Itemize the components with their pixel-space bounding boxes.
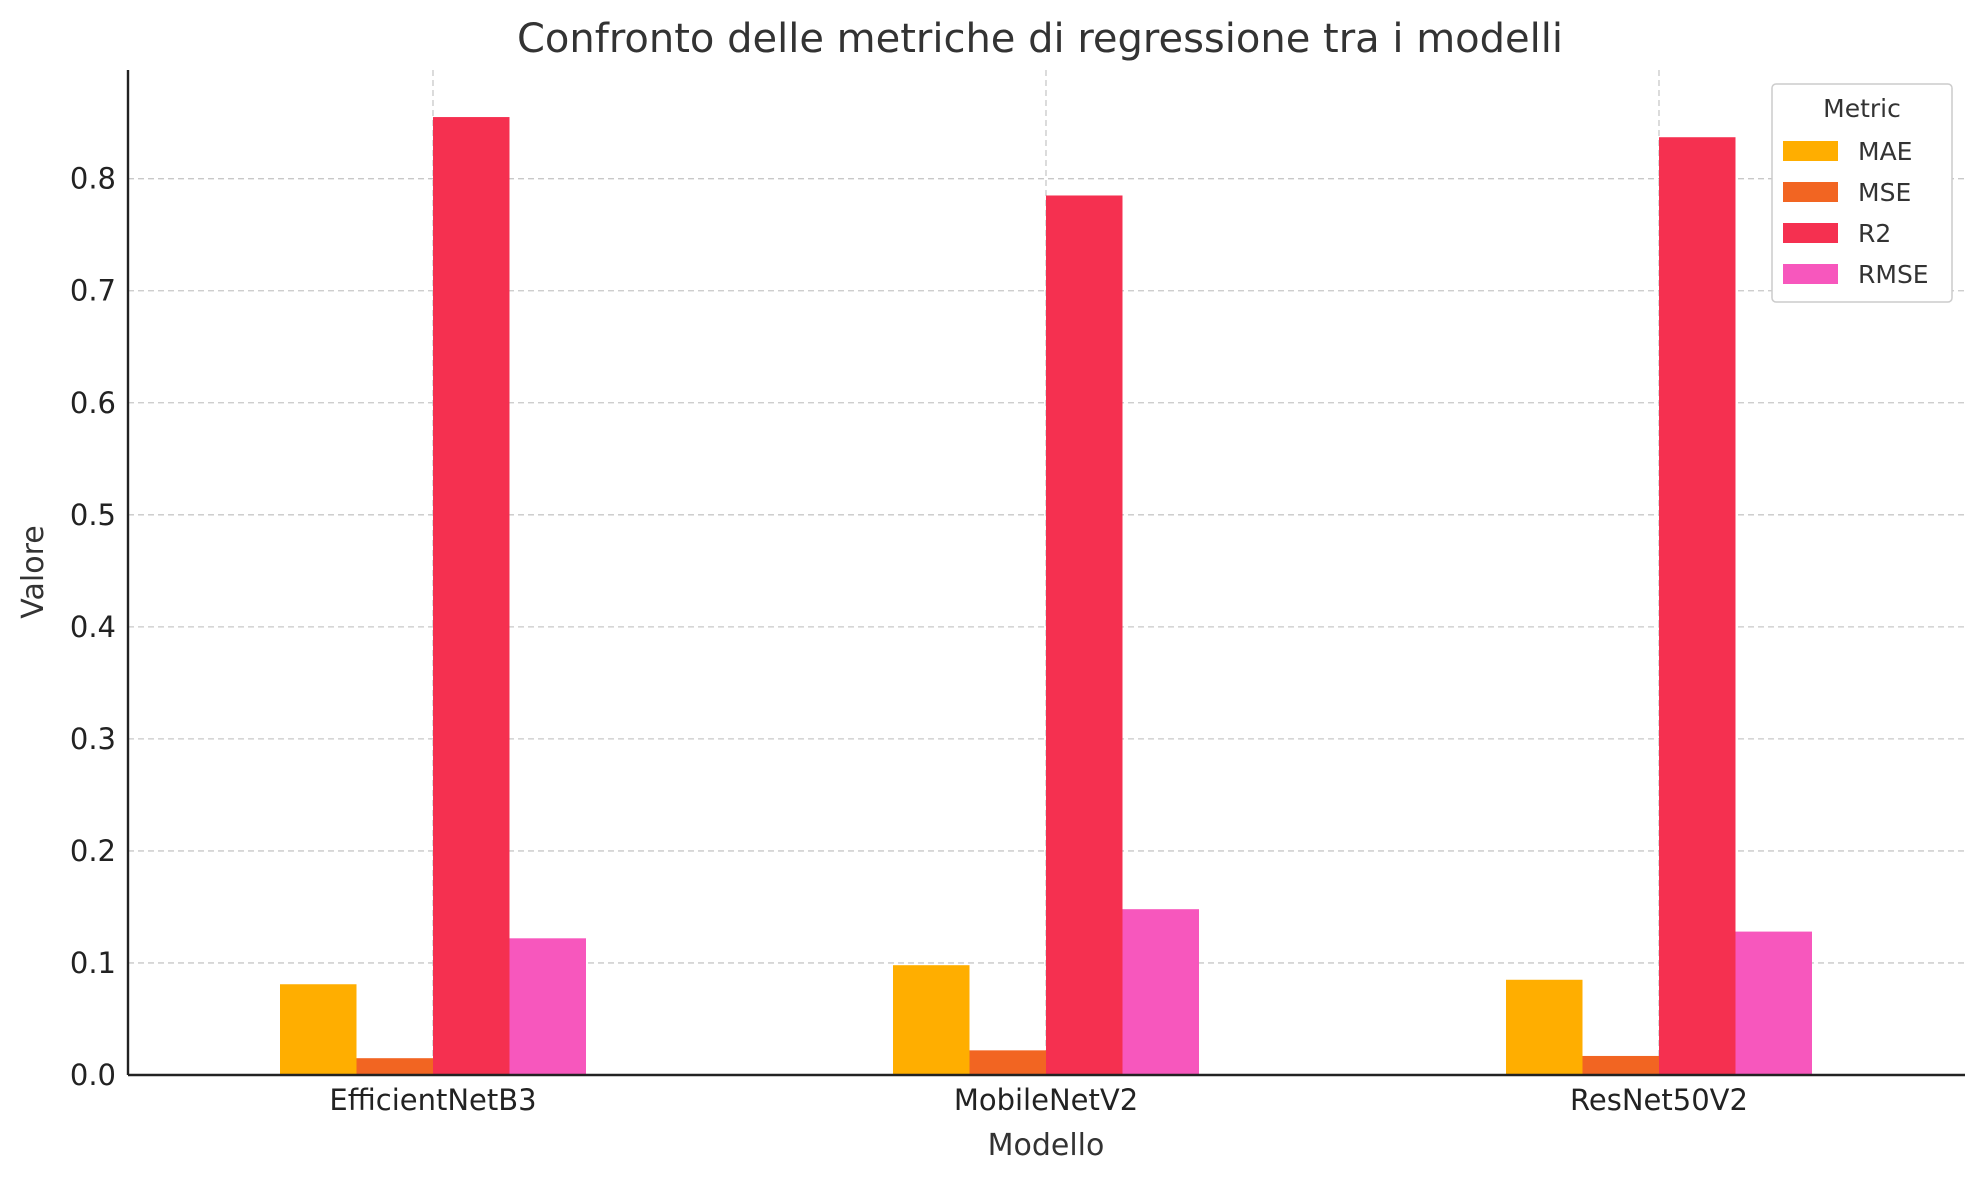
y-axis-label: Valore xyxy=(16,525,51,618)
bar-mse-resnet50v2 xyxy=(1582,1055,1659,1075)
legend-label-mse: MSE xyxy=(1858,178,1911,207)
bar-rmse-mobilenetv2 xyxy=(1122,909,1199,1075)
legend-title: Metric xyxy=(1823,94,1901,123)
legend-label-rmse: RMSE xyxy=(1858,260,1929,289)
legend-label-mae: MAE xyxy=(1858,137,1912,166)
y-tick-label: 0.6 xyxy=(70,386,116,420)
y-tick-label: 0.4 xyxy=(70,610,116,644)
x-tick-labels: EfficientNetB3 MobileNetV2 ResNet50V2 xyxy=(329,1083,1748,1117)
legend-label-r2: R2 xyxy=(1858,219,1891,248)
bar-r2-efficientnetb3 xyxy=(433,117,510,1075)
y-tick-labels: 0.0 0.1 0.2 0.3 0.4 0.5 0.6 0.7 0.8 xyxy=(70,162,116,1092)
y-tick-label: 0.8 xyxy=(70,162,116,196)
y-tick-label: 0.2 xyxy=(70,834,116,868)
legend-swatch-r2 xyxy=(1783,223,1838,243)
bar-mae-efficientnetb3 xyxy=(280,984,357,1075)
bar-mse-mobilenetv2 xyxy=(969,1050,1046,1075)
y-tick-label: 0.7 xyxy=(70,274,116,308)
bar-r2-mobilenetv2 xyxy=(1046,195,1123,1075)
legend: Metric MAE MSE R2 RMSE xyxy=(1771,83,1953,303)
chart-title: Confronto delle metriche di regressione … xyxy=(517,16,1563,62)
legend-swatch-mae xyxy=(1783,141,1838,161)
x-axis-label: Modello xyxy=(988,1128,1105,1163)
legend-box xyxy=(1771,83,1953,303)
x-tick-label: EfficientNetB3 xyxy=(329,1083,536,1117)
bar-mse-efficientnetb3 xyxy=(356,1058,433,1075)
bar-mae-mobilenetv2 xyxy=(893,965,970,1075)
x-tick-label: ResNet50V2 xyxy=(1570,1083,1748,1117)
y-tick-label: 0.5 xyxy=(70,498,116,532)
y-tick-label: 0.1 xyxy=(70,946,116,980)
legend-swatch-mse xyxy=(1783,182,1838,202)
bar-rmse-resnet50v2 xyxy=(1735,931,1812,1075)
bar-mae-resnet50v2 xyxy=(1506,979,1583,1075)
y-tick-label: 0.3 xyxy=(70,722,116,756)
x-tick-label: MobileNetV2 xyxy=(954,1083,1138,1117)
legend-items: MAE MSE R2 RMSE xyxy=(1783,137,1929,289)
bar-rmse-efficientnetb3 xyxy=(509,938,586,1075)
y-tick-label: 0.0 xyxy=(70,1058,116,1092)
bar-r2-resnet50v2 xyxy=(1659,137,1736,1076)
bars xyxy=(280,117,1812,1076)
legend-swatch-rmse xyxy=(1783,264,1838,284)
